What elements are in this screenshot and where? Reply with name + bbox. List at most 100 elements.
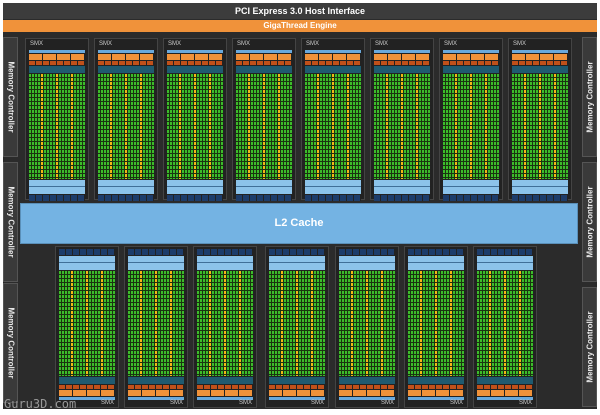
- smx-bottom-5: SMX: [335, 246, 399, 408]
- teal-row: [98, 66, 154, 73]
- grid: [197, 271, 253, 376]
- teal-row: [269, 377, 325, 384]
- grid: [443, 74, 499, 179]
- smx-top-5: SMX: [301, 38, 365, 201]
- teal-row: [477, 377, 533, 384]
- smx-label: SMX: [99, 41, 113, 47]
- ltblue: [443, 180, 499, 194]
- memory-controller-label: Memory Controller: [6, 186, 15, 258]
- dkblue: [59, 249, 115, 255]
- ltblue: [59, 256, 115, 270]
- smx-label: SMX: [169, 400, 183, 406]
- dkorange-row: [305, 61, 361, 65]
- orange-row: [512, 54, 568, 60]
- grid: [339, 271, 395, 376]
- ltblue: [269, 256, 325, 270]
- teal-row: [374, 66, 430, 73]
- dkorange-row: [374, 61, 430, 65]
- dkblue: [29, 195, 85, 201]
- dkorange-row: [197, 385, 253, 389]
- smx-label: SMX: [518, 400, 532, 406]
- smx-bottom-4: SMX: [265, 246, 329, 408]
- dkorange-row: [29, 61, 85, 65]
- gigathread-engine: GigaThread Engine: [3, 20, 597, 32]
- grid: [167, 74, 223, 179]
- dkorange-row: [512, 61, 568, 65]
- grid: [29, 74, 85, 179]
- smx-bottom-1: SMX: [55, 246, 119, 408]
- teal-row: [197, 377, 253, 384]
- ltblue: [98, 180, 154, 194]
- dkblue: [197, 249, 253, 255]
- smx-label: SMX: [513, 41, 527, 47]
- memory-controller-label: Memory Controller: [585, 186, 594, 258]
- smx-label: SMX: [30, 41, 44, 47]
- dkblue: [305, 195, 361, 201]
- dkblue: [443, 195, 499, 201]
- smx-bottom-3: SMX: [193, 246, 257, 408]
- ltblue: [512, 180, 568, 194]
- dkorange-row: [59, 385, 115, 389]
- orange-row: [197, 390, 253, 396]
- dkblue: [408, 249, 464, 255]
- smx-bottom-2: SMX: [124, 246, 188, 408]
- smx-top-3: SMX: [163, 38, 227, 201]
- ltblue: [128, 256, 184, 270]
- blue-line: [374, 50, 430, 53]
- dkorange-row: [236, 61, 292, 65]
- teal-row: [408, 377, 464, 384]
- smx-label: SMX: [449, 400, 463, 406]
- orange-row: [477, 390, 533, 396]
- smx-label: SMX: [310, 400, 324, 406]
- blue-line: [443, 50, 499, 53]
- memory-controller-left-3: Memory Controller: [3, 283, 18, 403]
- orange-row: [167, 54, 223, 60]
- smx-bottom-7: SMX: [473, 246, 537, 408]
- grid: [305, 74, 361, 179]
- blue-line: [477, 397, 533, 400]
- ltblue: [477, 256, 533, 270]
- watermark: Guru3D.com: [4, 397, 77, 411]
- dkblue: [477, 249, 533, 255]
- orange-row: [408, 390, 464, 396]
- grid: [98, 74, 154, 179]
- blue-line: [512, 50, 568, 53]
- memory-controller-left-1: Memory Controller: [3, 37, 18, 157]
- teal-row: [128, 377, 184, 384]
- dkblue: [167, 195, 223, 201]
- smx-label: SMX: [100, 400, 114, 406]
- ltblue: [374, 180, 430, 194]
- teal-row: [167, 66, 223, 73]
- dkorange-row: [167, 61, 223, 65]
- dkorange-row: [128, 385, 184, 389]
- grid: [512, 74, 568, 179]
- smx-bottom-6: SMX: [404, 246, 468, 408]
- memory-controller-right-1: Memory Controller: [582, 37, 597, 157]
- orange-row: [236, 54, 292, 60]
- smx-label: SMX: [375, 41, 389, 47]
- dkblue: [374, 195, 430, 201]
- orange-row: [128, 390, 184, 396]
- teal-row: [59, 377, 115, 384]
- blue-line: [197, 397, 253, 400]
- orange-row: [29, 54, 85, 60]
- smx-label: SMX: [237, 41, 251, 47]
- dkblue: [236, 195, 292, 201]
- memory-controller-label: Memory Controller: [6, 307, 15, 379]
- smx-top-8: SMX: [508, 38, 572, 201]
- smx-top-1: SMX: [25, 38, 89, 201]
- smx-top-6: SMX: [370, 38, 434, 201]
- dkorange-row: [408, 385, 464, 389]
- ltblue: [305, 180, 361, 194]
- pcie-host-interface: PCI Express 3.0 Host Interface: [3, 3, 597, 19]
- dkblue: [98, 195, 154, 201]
- smx-label: SMX: [380, 400, 394, 406]
- dkorange-row: [339, 385, 395, 389]
- grid: [236, 74, 292, 179]
- ltblue: [167, 180, 223, 194]
- smx-label: SMX: [306, 41, 320, 47]
- orange-row: [443, 54, 499, 60]
- dkblue: [339, 249, 395, 255]
- grid: [477, 271, 533, 376]
- blue-line: [236, 50, 292, 53]
